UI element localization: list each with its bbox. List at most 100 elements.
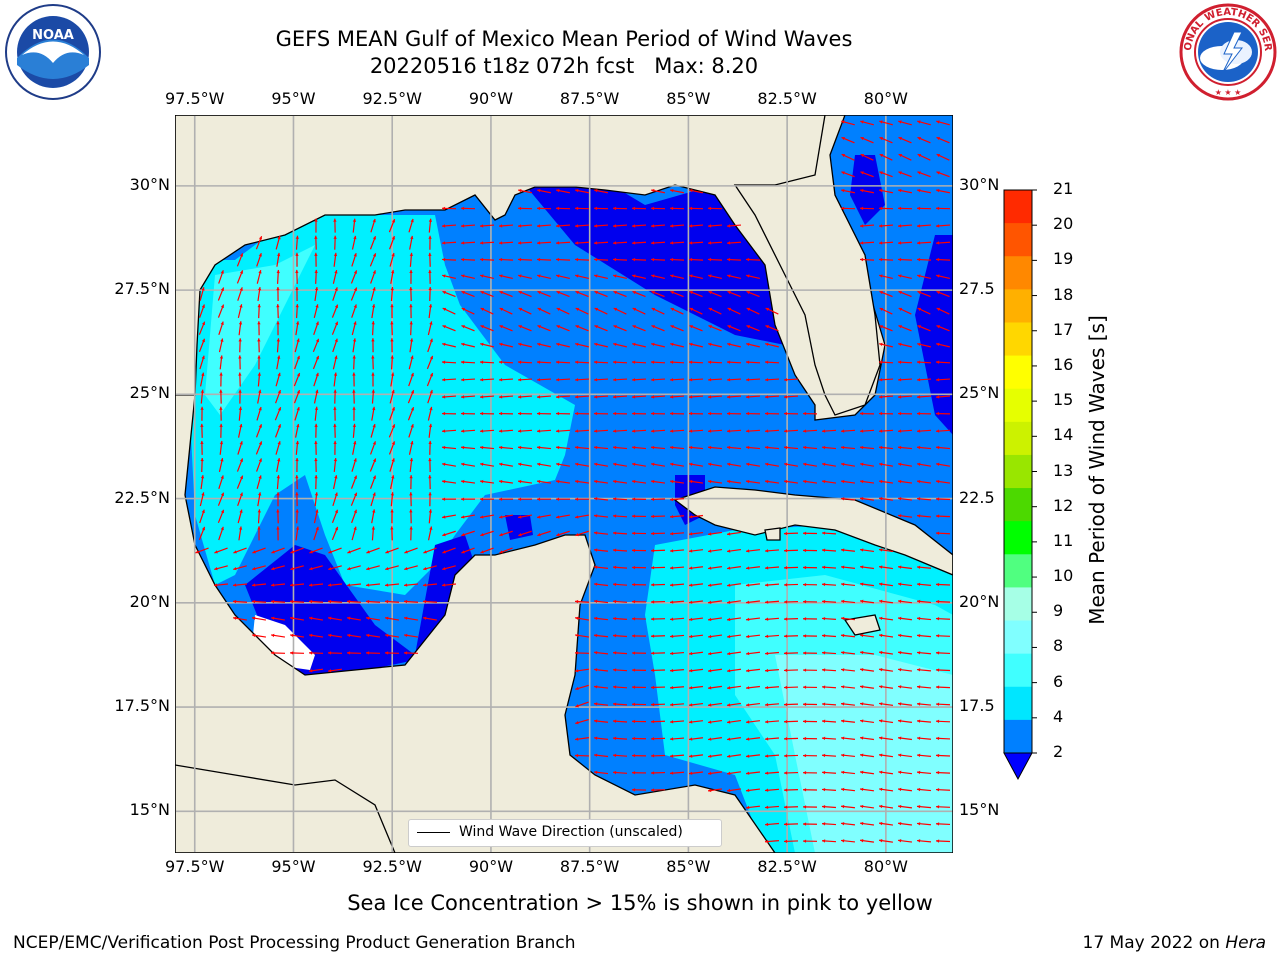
wind-wave-arrow xyxy=(556,290,570,298)
wind-wave-arrow xyxy=(840,753,856,758)
wind-wave-arrow xyxy=(385,565,399,571)
wind-wave-arrow xyxy=(427,406,433,421)
wind-wave-arrow xyxy=(783,651,799,655)
wind-wave-arrow xyxy=(556,462,570,467)
wind-wave-arrow xyxy=(688,445,704,450)
wind-wave-arrow xyxy=(802,685,818,689)
wind-wave-arrow xyxy=(879,153,893,161)
wind-wave-arrow xyxy=(593,378,609,382)
wind-wave-arrow xyxy=(688,685,704,690)
wind-wave-arrow xyxy=(822,462,836,467)
wind-wave-arrow xyxy=(427,526,433,541)
wind-wave-arrow xyxy=(707,702,723,707)
wind-wave-arrow xyxy=(256,406,262,421)
wind-wave-arrow xyxy=(726,651,742,656)
wind-wave-arrow xyxy=(802,736,818,741)
wind-wave-arrow xyxy=(333,423,337,438)
wind-wave-arrow xyxy=(370,423,376,438)
wind-wave-arrow xyxy=(878,582,894,587)
wind-wave-arrow xyxy=(409,526,413,541)
wind-wave-arrow xyxy=(898,171,912,178)
wind-wave-arrow xyxy=(238,526,243,541)
wind-wave-arrow xyxy=(917,171,931,178)
colorbar-tick-label: 13 xyxy=(1053,460,1074,480)
wind-wave-arrow xyxy=(917,342,931,348)
wind-wave-arrow xyxy=(233,547,247,554)
wind-wave-arrow xyxy=(555,429,571,433)
wind-wave-arrow xyxy=(295,475,299,490)
wind-wave-arrow xyxy=(517,429,533,433)
wind-wave-arrow xyxy=(727,462,741,467)
wind-wave-arrow xyxy=(479,429,495,433)
wind-wave-arrow xyxy=(916,685,932,689)
wind-wave-arrow xyxy=(708,342,722,348)
wind-wave-arrow xyxy=(384,599,400,604)
wind-wave-arrow xyxy=(916,565,932,569)
wind-wave-arrow xyxy=(764,754,780,758)
wind-wave-arrow xyxy=(897,804,913,809)
wind-wave-arrow xyxy=(859,599,875,604)
wind-wave-arrow xyxy=(650,241,666,245)
wind-wave-arrow xyxy=(555,378,571,382)
wind-wave-arrow xyxy=(499,547,513,554)
wind-wave-arrow xyxy=(765,462,779,467)
wind-wave-arrow xyxy=(390,338,394,353)
wind-wave-arrow xyxy=(821,668,837,672)
wind-wave-arrow xyxy=(841,171,855,178)
colorbar-segment xyxy=(1004,388,1032,423)
land xyxy=(175,115,953,853)
wind-wave-arrow xyxy=(295,304,299,319)
wind-wave-arrow xyxy=(764,360,780,364)
wind-wave-arrow xyxy=(517,411,533,416)
wind-wave-arrow xyxy=(936,136,950,144)
wind-wave-arrow xyxy=(631,771,647,775)
wind-wave-arrow xyxy=(593,719,609,723)
wind-wave-arrow xyxy=(295,321,300,336)
wind-wave-arrow xyxy=(612,599,628,604)
wind-wave-arrow xyxy=(333,440,337,455)
wind-wave-arrow xyxy=(632,307,646,315)
wind-wave-arrow xyxy=(783,634,799,638)
wind-wave-arrow xyxy=(916,395,932,399)
wave-period-band-6-8-west xyxy=(205,245,315,415)
wind-wave-arrow xyxy=(916,753,932,758)
wind-wave-arrow xyxy=(612,616,628,621)
wind-wave-arrow xyxy=(726,719,742,724)
wind-wave-arrow xyxy=(460,378,476,382)
wind-wave-arrow xyxy=(860,120,874,126)
wind-wave-arrow xyxy=(726,378,742,382)
wind-wave-arrow xyxy=(650,429,666,433)
wind-wave-arrow xyxy=(632,342,646,348)
wind-wave-arrow xyxy=(403,616,419,621)
wind-wave-arrow xyxy=(236,475,244,489)
wind-wave-arrow xyxy=(688,566,704,570)
wind-wave-arrow xyxy=(783,822,799,826)
wind-wave-arrow xyxy=(441,241,457,245)
wind-wave-arrow xyxy=(897,582,913,587)
wind-wave-arrow xyxy=(371,338,375,353)
wind-wave-arrow xyxy=(593,582,609,587)
wind-wave-arrow xyxy=(313,304,319,319)
wind-wave-arrow xyxy=(898,325,912,332)
wind-wave-arrow xyxy=(403,651,419,655)
wind-wave-arrow xyxy=(441,360,457,364)
wind-wave-arrow xyxy=(669,241,685,245)
wind-wave-arrow xyxy=(332,269,338,284)
colorbar-tick-label: 6 xyxy=(1053,671,1064,691)
wind-wave-arrow xyxy=(764,822,780,827)
wind-wave-arrow xyxy=(840,429,856,433)
footer-date-text: 17 May 2022 on xyxy=(1082,933,1220,953)
wind-wave-arrow xyxy=(237,423,243,438)
wind-wave-arrow xyxy=(650,634,666,638)
wind-wave-arrow xyxy=(935,479,951,484)
wind-wave-arrow xyxy=(199,492,205,507)
wind-wave-arrow xyxy=(217,509,225,524)
colorbar-segment xyxy=(1004,454,1032,489)
wind-wave-arrow xyxy=(270,616,286,621)
wind-wave-arrow xyxy=(200,457,204,473)
wind-wave-arrow xyxy=(840,685,856,689)
colorbar-tick-label: 14 xyxy=(1053,425,1074,445)
wind-wave-arrow xyxy=(238,338,242,353)
wind-wave-arrow xyxy=(594,325,608,332)
wind-wave-arrow xyxy=(803,462,817,467)
